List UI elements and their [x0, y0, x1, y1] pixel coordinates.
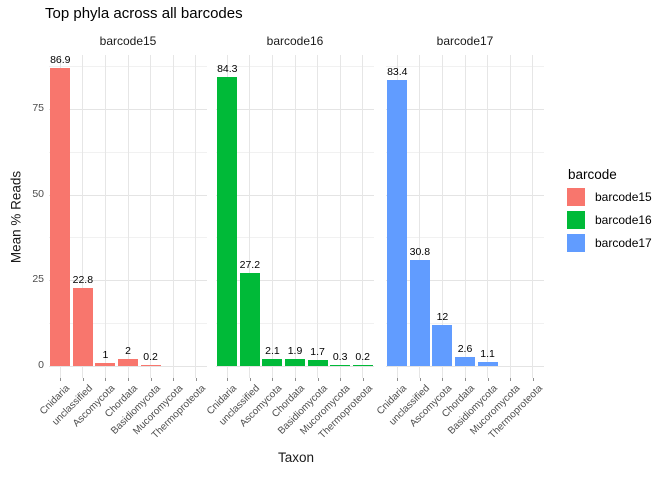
gridline-vertical	[249, 55, 251, 378]
x-axis-tick	[60, 378, 62, 381]
x-axis-tick	[317, 378, 319, 381]
y-axis-title: Mean % Reads	[8, 170, 24, 264]
bar-value-label: 2	[125, 345, 131, 358]
gridline-vertical	[271, 55, 273, 378]
legend-item-label: barcode15	[595, 190, 652, 204]
bar-value-label: 2.6	[457, 343, 473, 356]
x-axis-tick	[105, 378, 107, 381]
legend-item: barcode15	[567, 188, 652, 206]
bar-barcode16-unclassified	[239, 272, 260, 366]
bar-value-label: 84.3	[217, 62, 238, 75]
x-axis-tick	[510, 378, 512, 381]
gridline-vertical	[172, 55, 174, 378]
legend-title: barcode	[568, 167, 617, 182]
x-axis-tick	[442, 378, 444, 381]
y-tick-label: 0	[38, 359, 44, 371]
gridline-vertical	[127, 55, 129, 378]
x-axis-tick	[150, 378, 152, 381]
bar-barcode16-Basidiomycota	[307, 360, 328, 366]
x-axis-tick	[295, 378, 296, 381]
bar-barcode17-Chordata	[455, 357, 475, 366]
facet-label: barcode16	[266, 34, 324, 48]
x-axis-tick	[362, 378, 364, 381]
y-tick-label: 50	[32, 187, 44, 200]
gridline-vertical	[487, 55, 489, 378]
x-axis-tick	[227, 378, 229, 381]
bar-value-label: 0.3	[332, 350, 348, 363]
x-axis-tick	[272, 378, 274, 381]
bar-value-label: 83.4	[387, 65, 408, 78]
bar-barcode16-Mucoromycota	[330, 364, 351, 366]
bar-value-label: 2.1	[265, 344, 280, 357]
bar-value-label: 86.9	[50, 53, 71, 66]
bar-barcode15-unclassified	[72, 287, 93, 366]
bar-barcode17-Ascomycota	[432, 324, 453, 366]
y-tick-label: 25	[32, 273, 44, 286]
legend-swatch-barcode17	[567, 234, 585, 252]
bar-value-label: 1.1	[480, 348, 495, 361]
gridline-vertical	[464, 55, 466, 378]
gridline-vertical	[195, 55, 197, 378]
bar-barcode16-Cnidaria	[217, 76, 238, 366]
x-axis-tick	[532, 378, 534, 381]
bar-value-label: 22.8	[72, 273, 94, 286]
gridline-vertical	[509, 55, 511, 378]
legend: barcode15 barcode16 barcode17	[567, 188, 652, 252]
facet-label: barcode15	[99, 34, 157, 48]
bar-value-label: 30.8	[409, 246, 431, 259]
x-axis-tick	[195, 378, 197, 381]
bar-barcode15-Cnidaria	[50, 67, 71, 366]
x-axis-tick	[487, 378, 489, 381]
bar-barcode15-Chordata	[118, 359, 138, 366]
legend-item: barcode16	[567, 211, 652, 229]
x-axis-title: Taxon	[277, 450, 315, 465]
x-axis-tick	[419, 378, 421, 381]
x-axis-tick	[128, 378, 129, 381]
x-axis-tick	[340, 378, 342, 381]
x-axis-tick	[465, 378, 466, 381]
x-axis-tick	[173, 378, 175, 381]
legend-swatch-barcode15	[567, 188, 585, 206]
x-axis-tick	[82, 378, 84, 381]
facet-label: barcode17	[436, 34, 494, 48]
gridline-vertical	[150, 55, 152, 378]
bar-barcode16-Thermoproteota	[352, 365, 373, 366]
x-axis-tick	[397, 378, 399, 381]
gridline-vertical	[532, 55, 534, 378]
bar-barcode17-Basidiomycota	[477, 362, 498, 366]
gridline-vertical	[294, 55, 296, 378]
bar-barcode17-Cnidaria	[387, 79, 408, 366]
bar-value-label: 0.2	[355, 351, 370, 364]
legend-item-label: barcode17	[595, 236, 652, 250]
x-axis-tick	[249, 378, 251, 381]
legend-item: barcode17	[567, 234, 652, 252]
bar-value-label: 1	[102, 348, 109, 361]
gridline-vertical	[317, 55, 319, 378]
bar-barcode16-Ascomycota	[262, 358, 283, 366]
gridline-vertical	[441, 55, 443, 378]
gridline-vertical	[339, 55, 341, 378]
gridline-vertical	[419, 55, 421, 378]
bar-value-label: 1.9	[287, 345, 303, 358]
bar-value-label: 12	[436, 310, 449, 323]
gridline-vertical	[362, 55, 364, 378]
legend-item-label: barcode16	[595, 213, 652, 227]
bar-value-label: 1.7	[310, 346, 325, 359]
bar-barcode15-Ascomycota	[95, 362, 116, 366]
gridline-vertical	[82, 55, 84, 378]
bar-barcode17-unclassified	[409, 260, 430, 366]
bar-barcode16-Chordata	[285, 359, 305, 366]
gridline-vertical	[104, 55, 106, 378]
bar-value-label: 27.2	[239, 258, 261, 271]
bar-value-label: 0.2	[143, 351, 158, 364]
y-tick-label: 75	[32, 101, 44, 114]
plot-title: Top phyla across all barcodes	[45, 5, 243, 22]
bar-barcode15-Basidiomycota	[140, 365, 161, 366]
legend-swatch-barcode16	[567, 211, 585, 229]
